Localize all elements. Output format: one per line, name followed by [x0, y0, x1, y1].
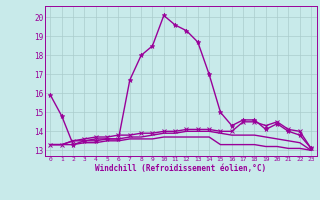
X-axis label: Windchill (Refroidissement éolien,°C): Windchill (Refroidissement éolien,°C): [95, 164, 266, 173]
